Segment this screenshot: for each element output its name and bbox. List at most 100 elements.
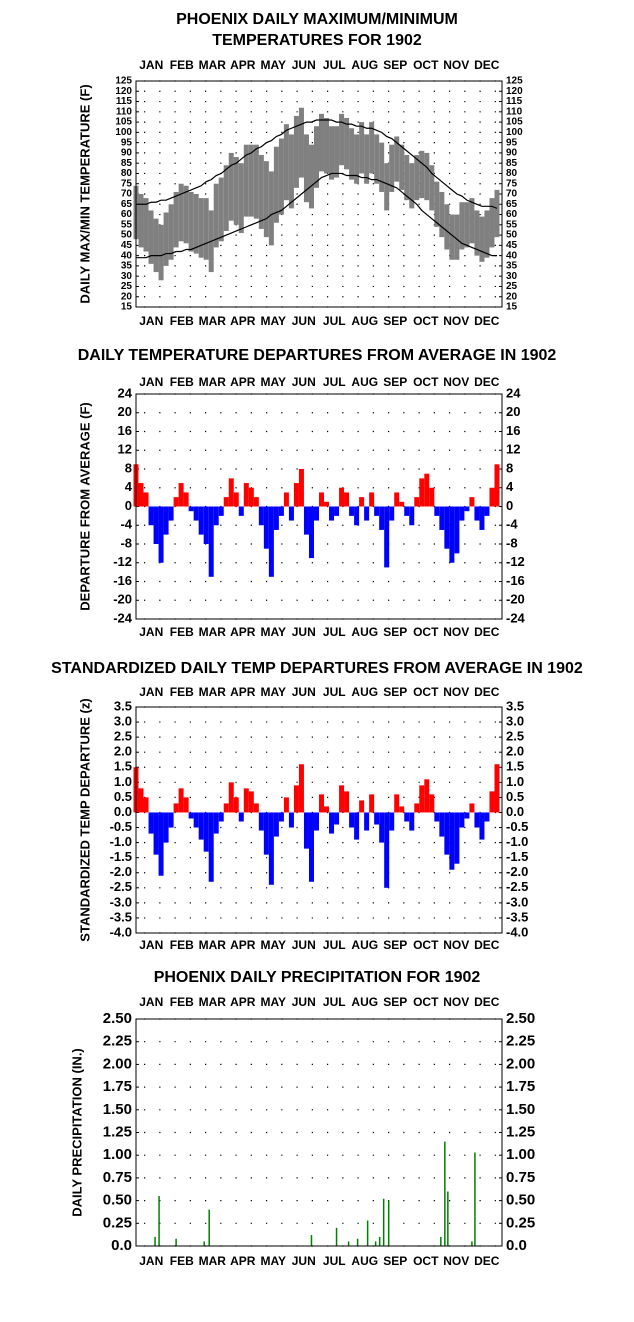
y-tick-label-right: 0.75	[506, 1169, 535, 1186]
temperature-range	[349, 128, 355, 180]
bar	[288, 812, 294, 828]
month-label-bottom: SEP	[383, 938, 407, 952]
y-tick-label-left: 75	[121, 178, 133, 189]
y-tick-label-right: 0.0	[506, 1237, 527, 1254]
temperature-range	[143, 198, 149, 252]
y-tick-label-left: 1.25	[103, 1123, 132, 1140]
bar	[208, 1209, 210, 1246]
bar	[474, 812, 480, 828]
temperature-range	[163, 212, 169, 266]
month-label-top: OCT	[413, 685, 439, 699]
temperature-range	[399, 144, 405, 190]
chart-title: PHOENIX DAILY PRECIPITATION FOR 1902	[154, 969, 481, 986]
y-tick-label-right: 45	[506, 240, 518, 251]
month-label-top: SEP	[383, 375, 407, 389]
bar	[238, 812, 244, 822]
y-tick-label-right: 1.25	[506, 1123, 535, 1140]
temperature-range	[459, 202, 465, 250]
bar	[471, 1241, 473, 1246]
temperature-range	[464, 202, 470, 248]
bar	[313, 506, 319, 521]
month-label-top: AUG	[351, 58, 378, 72]
bar	[378, 1236, 381, 1246]
month-label-bottom: MAY	[260, 625, 286, 639]
bar	[324, 501, 330, 507]
y-tick-label-left: -4.0	[110, 924, 132, 939]
bar	[188, 506, 194, 512]
bar	[263, 812, 269, 855]
bar	[283, 492, 289, 507]
month-label-top: JUL	[323, 58, 346, 72]
month-label-top: JUN	[292, 375, 316, 389]
temperature-range	[193, 194, 199, 254]
month-label-top: SEP	[383, 995, 407, 1009]
month-label-top: JAN	[139, 685, 163, 699]
month-label-bottom: MAY	[260, 314, 286, 328]
month-label-bottom: NOV	[443, 314, 469, 328]
month-label-top: MAY	[260, 685, 286, 699]
bar	[163, 812, 169, 843]
temperature-range	[153, 218, 159, 273]
temperature-range	[243, 144, 249, 217]
month-label-top: DEC	[474, 58, 500, 72]
temperature-range	[344, 117, 350, 170]
y-tick-label-right: -1.5	[506, 849, 528, 864]
y-tick-label-left: -20	[113, 592, 132, 607]
month-label-bottom: APR	[230, 625, 256, 639]
temperature-range	[429, 165, 435, 211]
y-tick-label-left: 50	[121, 230, 133, 241]
temperature-range	[369, 122, 375, 174]
bar	[153, 506, 159, 544]
bar	[173, 803, 179, 813]
bar	[298, 764, 304, 813]
y-tick-label-left: 1.0	[114, 774, 132, 789]
temperature-range	[424, 152, 430, 201]
bar	[440, 1236, 442, 1246]
month-label-bottom: NOV	[443, 625, 469, 639]
bar	[183, 492, 189, 507]
y-tick-label-left: 2.0	[114, 744, 132, 759]
temperature-range	[334, 126, 340, 178]
bar	[158, 1196, 160, 1246]
temperature-range	[253, 144, 259, 219]
y-tick-label-left: 2.00	[103, 1055, 132, 1072]
bar	[329, 812, 335, 834]
month-label-bottom: JUL	[323, 1254, 346, 1268]
month-label-top: JAN	[139, 995, 163, 1009]
bar	[429, 794, 435, 813]
bar	[364, 812, 370, 831]
bar	[243, 483, 249, 507]
bar	[168, 812, 174, 828]
month-label-top: OCT	[413, 58, 439, 72]
bar	[479, 812, 485, 840]
bar	[454, 506, 460, 554]
bar	[347, 1241, 350, 1246]
temperature-range	[213, 183, 219, 248]
bar	[273, 506, 279, 530]
y-tick-label-left: -8	[120, 535, 132, 550]
temperature-range	[444, 204, 450, 250]
bar	[183, 797, 189, 813]
bar	[394, 492, 400, 507]
month-label-top: OCT	[413, 995, 439, 1009]
y-tick-label-right: 12	[506, 442, 520, 457]
temperature-range	[138, 194, 144, 248]
y-tick-label-right: -2.0	[506, 864, 528, 879]
y-tick-label-right: 85	[506, 158, 518, 169]
y-tick-label-left: 0.0	[111, 1237, 132, 1254]
month-label-bottom: JUN	[292, 314, 316, 328]
bar	[399, 501, 405, 507]
bar	[303, 812, 309, 849]
bar	[344, 791, 350, 813]
y-tick-label-right: 80	[506, 168, 518, 179]
month-label-bottom: NOV	[443, 938, 469, 952]
bar	[233, 492, 239, 507]
y-tick-label-left: 30	[121, 271, 133, 282]
y-tick-label-left: -12	[113, 554, 132, 569]
y-tick-label-right: 30	[506, 271, 518, 282]
month-label-top: MAR	[199, 375, 227, 389]
bar	[369, 492, 375, 507]
y-tick-label-left: 100	[115, 127, 132, 138]
bar	[384, 506, 390, 568]
y-tick-label-left: 0.5	[114, 789, 132, 804]
